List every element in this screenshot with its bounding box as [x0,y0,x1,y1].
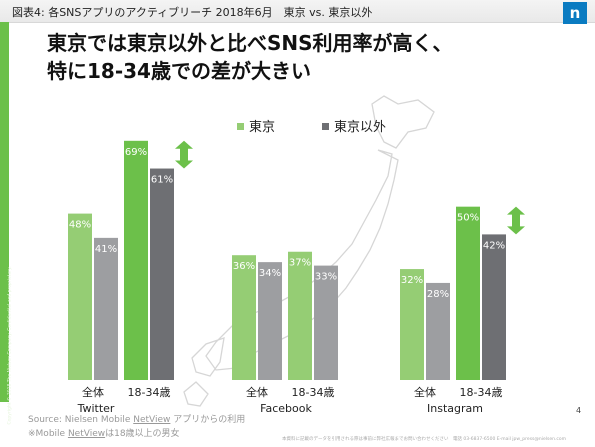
difference-arrow-icon [175,140,193,169]
data-label: 34% [259,268,281,279]
category-label: 18-34歳 [460,386,503,399]
category-label: 全体 [82,385,104,399]
legend-item-tokyo: 東京 [237,119,275,135]
footer-contact: 本資料に記載のデータを引用される際は事前に弊社広報までお問い合わせください 電話… [282,437,567,442]
figure-caption: 図表4: 各SNSアプリのアクティブリーチ 2018年6月 東京 vs. 東京以… [12,6,373,19]
bar-other [94,237,118,380]
bar-other [258,262,282,380]
legend-swatch [237,123,244,130]
slide-title-line-1: 東京では東京以外と比べSNS利用率が高く、 [47,31,453,55]
category-label: 18-34歳 [128,386,171,399]
data-label: 42% [483,240,505,251]
bar-tokyo [400,269,424,380]
source-prefix: Source: Nielsen Mobile [28,415,134,425]
nielsen-logo: n [563,2,587,24]
panel-twitter: 48% 41% 全体 69% 61% 18-34歳 Twitter [68,140,193,415]
bar-tokyo [68,213,92,380]
bar-tokyo [288,251,312,380]
legend-label: 東京以外 [334,119,386,135]
chart-plot-area: 48% 41% 全体 69% 61% 18-34歳 Twitter 36% 34% 全体 37% 33… [68,140,525,415]
source-suffix: アプリからの利用 [170,415,246,425]
data-label: 41% [95,244,117,255]
note-suffix: は18歳以上の男女 [105,429,180,439]
page-number: 4 [576,406,582,415]
bar-other [482,234,506,380]
note-link: NetView [67,429,106,439]
category-label: 全体 [414,385,436,399]
bar-other [314,265,338,380]
panel-title: Facebook [260,402,312,415]
footnote: ※Mobile NetViewは18歳以上の男女 [28,426,180,439]
data-label: 61% [151,175,173,186]
data-label: 36% [233,261,255,272]
panel-instagram: 32% 28% 全体 50% 42% 18-34歳 Instagram [400,206,525,415]
category-label: 全体 [246,385,268,399]
panel-facebook: 36% 34% 全体 37% 33% 18-34歳 Facebook [232,251,338,415]
data-label: 50% [457,213,479,224]
data-label: 33% [315,272,337,283]
source-link: NetView [133,415,171,425]
bar-tokyo [232,255,256,380]
difference-arrow-icon [507,206,525,235]
bar-tokyo [456,206,480,380]
panel-title: Instagram [427,402,483,415]
slide-title-line-2: 特に18-34歳での差が大きい [47,59,311,83]
panel-title: Twitter [77,402,115,415]
side-accent-bar: Copyright © 2018 The Nielsen Company. Co… [0,22,13,425]
legend-item-other: 東京以外 [322,119,386,135]
data-label: 37% [289,258,311,269]
data-label: 28% [427,289,449,300]
legend-swatch [322,123,329,130]
header-bar: 図表4: 各SNSアプリのアクティブリーチ 2018年6月 東京 vs. 東京以… [0,0,595,23]
legend-label: 東京 [249,119,275,135]
japan-map-silhouette [183,95,435,407]
category-label: 18-34歳 [292,386,335,399]
source-note: Source: Nielsen Mobile NetView アプリからの利用 [28,412,245,425]
chart-legend: 東京 東京以外 [237,119,386,135]
bar-other [426,282,450,380]
data-label: 32% [401,275,423,286]
data-label: 69% [125,147,147,158]
bar-other [150,168,174,380]
note-prefix: ※Mobile [28,429,68,439]
logo-letter: n [569,4,581,22]
bar-tokyo [124,140,148,380]
data-label: 48% [69,220,91,231]
